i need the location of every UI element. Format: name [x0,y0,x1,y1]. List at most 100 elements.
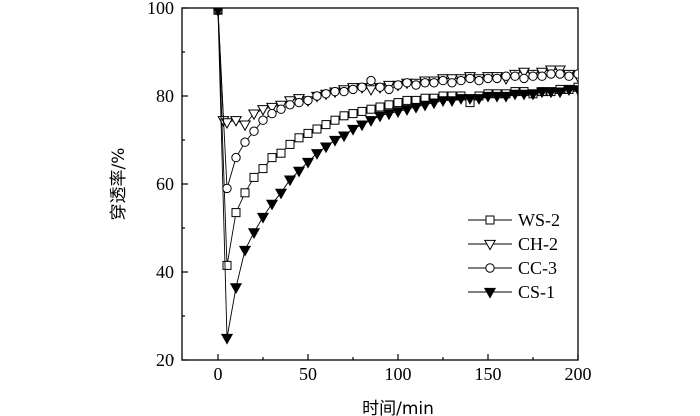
series-layer [213,8,578,345]
data-point-cs-1-36 [535,87,549,99]
data-point-cc-3-28 [465,73,475,84]
data-point-cc-3-18 [375,82,385,92]
data-point-cs-1-11 [310,149,324,160]
data-point-cs-1-23 [418,100,432,112]
data-point-ws-2-14 [339,111,349,121]
data-point-ws-2-21 [402,95,412,105]
x-tick-label-1: 50 [299,364,317,384]
data-point-ws-2-8 [285,139,295,149]
data-point-cs-1-17 [364,116,378,127]
data-point-cc-3-21 [402,78,412,88]
data-point-cs-1-27 [454,94,468,105]
data-point-cc-3-17 [366,75,376,86]
data-point-ws-2-2 [231,208,241,218]
legend-marker-ch-2 [483,239,497,251]
data-point-cs-1-38 [553,87,567,99]
data-point-cc-3-39 [564,71,574,81]
data-point-cs-1-8 [283,175,297,187]
data-point-ch-2-35 [517,67,531,79]
data-point-cc-3-35 [528,71,538,81]
plot-frame [181,7,579,361]
data-point-cc-3-32 [501,71,511,81]
data-point-ch-2-2 [220,118,234,130]
data-point-cc-3-36 [537,71,547,81]
data-point-cs-1-2 [229,283,243,295]
data-point-ws-2-20 [393,98,403,108]
data-point-cc-3-22 [411,80,421,90]
data-point-cs-1-3 [238,245,252,257]
x-tick-label-0: 0 [214,364,223,384]
data-point-cc-3-14 [339,86,349,97]
data-point-cs-1-14 [337,131,351,143]
data-point-cc-3-25 [438,75,448,86]
data-point-cs-1-7 [274,188,288,200]
data-point-cc-3-31 [492,73,502,84]
data-point-ch-2-6 [256,105,270,116]
data-point-cs-1-28 [463,94,477,105]
legend-marker-cs-1 [483,287,497,299]
data-point-ch-2-3 [229,116,243,127]
x-tick-label-4: 200 [565,364,592,384]
data-point-ws-2-4 [249,172,259,182]
data-point-cc-3-37 [546,69,556,79]
legend-entry-cs-1: CS-1 [468,282,555,302]
data-point-cs-1-13 [328,135,342,147]
legend-label-cc-3: CC-3 [518,258,557,278]
data-point-cc-3-30 [483,73,493,84]
data-point-ws-2-17 [366,104,376,114]
data-point-cs-1-20 [391,107,405,119]
data-point-ch-2-18 [364,85,378,97]
data-point-ws-2-19 [384,100,394,110]
data-point-cs-1-5 [256,212,270,224]
data-point-cc-3-16 [357,82,367,92]
data-point-cc-3-13 [330,86,340,97]
legend-marker-ws-2 [485,215,495,225]
data-point-cs-1-40 [571,85,578,97]
y-tick-label-4: 100 [147,0,174,18]
series-cs-1 [213,8,578,345]
y-tick-label-2: 60 [156,174,174,194]
legend-label-ch-2: CH-2 [518,234,558,254]
data-point-cs-1-33 [508,89,522,101]
data-point-cs-1-4 [247,228,261,240]
data-point-cc-3-12 [321,89,331,99]
data-point-cc-3-9 [294,97,304,108]
data-point-ws-2-11 [312,124,322,134]
data-point-cc-3-38 [555,69,565,79]
data-point-cs-1-21 [400,105,414,116]
data-point-cs-1-25 [436,96,450,108]
data-point-ch-2-7 [265,102,279,114]
y-axis-title: 穿透率/% [109,148,129,221]
data-point-cc-3-7 [276,104,286,114]
data-point-cc-3-20 [393,80,403,90]
data-point-cc-3-2 [231,152,241,163]
data-point-cs-1-1 [220,333,234,345]
legend-entry-cc-3: CC-3 [468,258,557,278]
data-point-cs-1-30 [481,91,495,103]
data-point-ws-2-13 [330,115,340,125]
data-point-ws-2-12 [321,120,331,130]
data-point-cs-1-35 [526,89,540,101]
data-point-cs-1-9 [292,166,306,178]
legend-marker-cc-3 [485,263,495,273]
data-point-cs-1-10 [301,157,315,169]
data-point-ws-2-3 [240,188,250,198]
data-point-cs-1-0 [213,8,223,17]
data-point-cc-3-23 [420,78,430,88]
data-point-cc-3-4 [249,126,259,136]
data-point-cc-3-27 [456,75,466,86]
legend-label-cs-1: CS-1 [518,282,555,302]
data-point-cc-3-40 [573,69,578,79]
legend-label-ws-2: WS-2 [518,210,560,230]
data-point-cc-3-11 [312,91,322,101]
data-point-cc-3-33 [510,71,520,81]
data-point-cs-1-26 [445,96,459,108]
data-point-ws-2-18 [375,102,385,112]
legend: WS-2 CH-2 CC-3 CS-1 [468,210,560,302]
data-point-ws-2-10 [303,128,313,138]
data-point-cs-1-31 [490,91,504,103]
data-point-cc-3-10 [303,95,313,106]
data-point-cc-3-34 [519,73,529,84]
data-point-cc-3-5 [258,115,268,125]
